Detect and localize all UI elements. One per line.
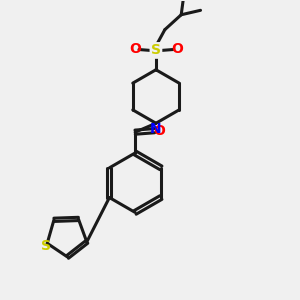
Text: O: O (129, 42, 141, 56)
Text: S: S (151, 44, 161, 57)
Text: N: N (150, 122, 162, 136)
Text: O: O (171, 42, 183, 56)
Text: S: S (41, 239, 51, 253)
Text: O: O (153, 124, 165, 138)
